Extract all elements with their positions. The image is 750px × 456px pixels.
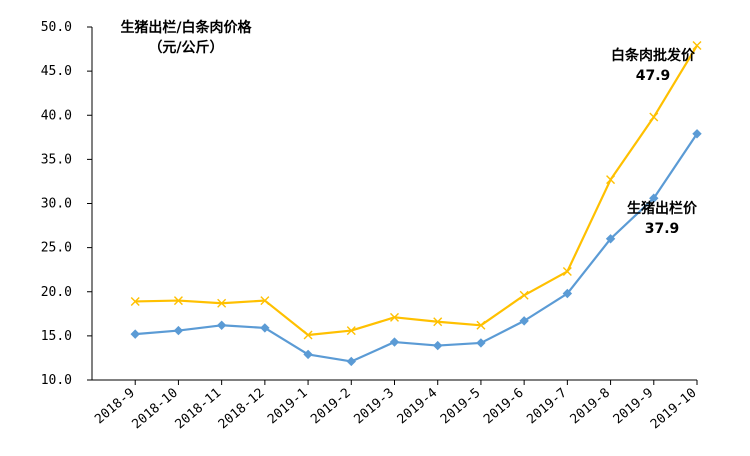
chart-axes: 10.0 15.0 20.0 25.0 30.0 35.0 40.0 45.0 50.0 2018… <box>41 20 700 432</box>
series-line <box>135 133 698 363</box>
x-tick-label: 2018-11 <box>173 386 225 433</box>
data-point-marker <box>173 296 183 306</box>
marker-stroke <box>130 296 140 306</box>
data-point-marker <box>692 129 702 139</box>
x-tick-label: 2019-2 <box>308 386 354 428</box>
data-point-marker <box>606 175 616 185</box>
y-tick-label: 35.0 <box>41 152 72 167</box>
data-point-marker <box>562 266 572 276</box>
data-point-marker <box>605 234 616 244</box>
marker-stroke <box>476 320 486 330</box>
data-point-marker <box>519 316 529 326</box>
data-point-marker <box>303 349 313 360</box>
marker-stroke <box>260 296 270 306</box>
data-point-marker <box>390 312 399 322</box>
data-point-marker <box>692 41 702 51</box>
data-point-marker <box>519 290 529 300</box>
x-tick-label: 2019-1 <box>265 386 311 428</box>
y-tick-label: 15.0 <box>41 329 72 344</box>
marker-stroke <box>649 112 659 122</box>
marker-stroke <box>433 317 443 327</box>
y-tick-label: 25.0 <box>41 241 72 256</box>
x-tick-label: 2019-4 <box>395 385 441 427</box>
data-point-marker <box>433 340 443 351</box>
series-wholesale-price <box>130 41 702 340</box>
marker-stroke <box>519 290 529 300</box>
data-point-marker <box>130 329 140 339</box>
data-point-marker <box>649 112 659 122</box>
annotation-live-hog-value: 37.9 <box>645 221 680 237</box>
data-point-marker <box>303 330 313 340</box>
series-line <box>135 44 698 337</box>
data-point-marker <box>173 325 184 336</box>
chart-subtitle: （元/公斤） <box>148 39 223 56</box>
x-tick-label: 2019-5 <box>438 386 484 428</box>
y-tick-label: 40.0 <box>41 108 72 123</box>
marker-stroke <box>606 175 616 185</box>
y-tick-label: 10.0 <box>41 373 72 388</box>
x-tick-label: 2019-3 <box>351 386 397 428</box>
marker-stroke <box>346 326 356 336</box>
x-tick-label: 2019-8 <box>568 386 614 428</box>
y-tick-label: 45.0 <box>41 64 72 79</box>
annotations: 白条肉批发价 47.9 生猪出栏价 37.9 <box>611 47 698 237</box>
marker-stroke <box>303 330 313 340</box>
annotation-wholesale-value: 47.9 <box>636 68 671 84</box>
y-tick-label: 50.0 <box>41 20 72 35</box>
x-tick-label: 2019-7 <box>524 386 570 428</box>
data-point-marker <box>476 338 486 348</box>
data-point-marker <box>389 337 400 347</box>
data-point-marker <box>216 320 227 330</box>
data-point-marker <box>562 288 573 299</box>
x-tick-label: 2018-12 <box>216 386 268 433</box>
data-point-marker <box>433 317 443 327</box>
data-point-marker <box>217 298 227 308</box>
x-tick-label: 2019-10 <box>648 386 700 433</box>
data-point-marker <box>346 356 356 367</box>
annotation-wholesale-label: 白条肉批发价 <box>611 47 696 64</box>
y-tick-label: 30.0 <box>41 197 72 212</box>
data-point-marker <box>476 320 486 330</box>
marker-stroke <box>692 41 702 51</box>
chart-title-group: 生猪出栏/白条肉价格 （元/公斤） <box>120 19 252 56</box>
data-point-marker <box>649 193 659 203</box>
data-point-marker <box>130 296 140 306</box>
marker-stroke <box>173 296 183 306</box>
series-live-hog-price <box>130 129 702 367</box>
data-point-marker <box>260 296 270 306</box>
marker-stroke <box>562 266 572 276</box>
series-layer <box>130 41 702 367</box>
marker-stroke <box>217 298 227 308</box>
marker-stroke <box>390 312 399 322</box>
annotation-live-hog-label: 生猪出栏价 <box>627 200 698 217</box>
data-point-marker <box>260 323 270 333</box>
x-tick-label: 2018-10 <box>129 386 181 433</box>
chart-title: 生猪出栏/白条肉价格 <box>120 19 252 36</box>
y-tick-label: 20.0 <box>41 285 72 300</box>
data-point-marker <box>346 326 356 336</box>
x-tick-label: 2019-6 <box>481 386 527 428</box>
